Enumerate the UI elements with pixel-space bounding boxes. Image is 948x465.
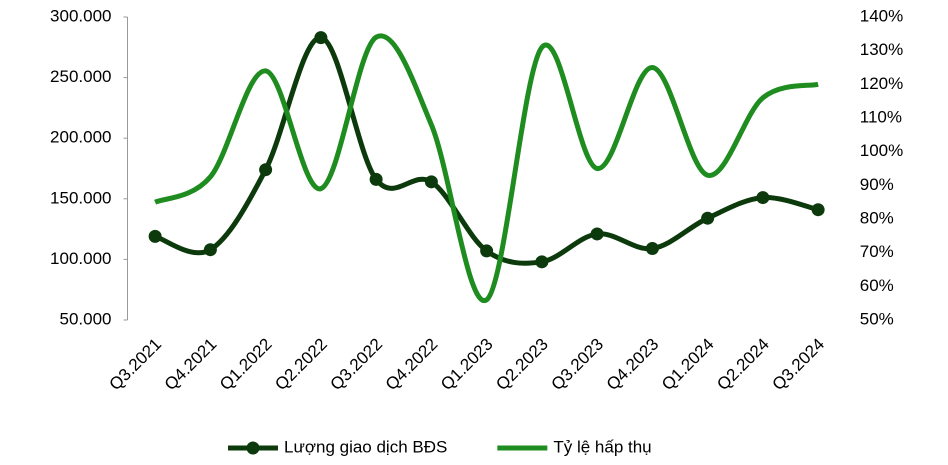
- series-marker: [590, 227, 604, 241]
- series-line: [154, 35, 819, 266]
- y2-tick-label: 120%: [860, 74, 903, 93]
- y2-tick-label: 130%: [860, 40, 903, 59]
- x-tick-label: Q3.2021: [106, 335, 166, 395]
- y2-tick-label: 60%: [860, 276, 894, 295]
- x-tick-label: Q2.2022: [271, 335, 331, 395]
- y2-tick-label: 70%: [860, 242, 894, 261]
- series-marker: [645, 241, 659, 255]
- series-marker: [535, 255, 549, 269]
- legend-label: Tỷ lệ hấp thụ: [553, 437, 651, 456]
- series-marker: [811, 203, 825, 217]
- y2-tick-label: 90%: [860, 175, 894, 194]
- series-marker: [259, 163, 273, 177]
- y-tick-label: 100.000: [50, 249, 111, 268]
- y-tick-label: 50.000: [60, 309, 112, 328]
- x-tick-label: Q2.2024: [713, 335, 773, 395]
- y2-tick-label: 50%: [860, 309, 894, 328]
- x-tick-label: Q3.2022: [327, 335, 387, 395]
- series-marker: [756, 191, 770, 205]
- y-tick-label: 250.000: [50, 67, 111, 86]
- y2-tick-label: 110%: [860, 107, 902, 126]
- y-tick-label: 300.000: [50, 6, 111, 25]
- series-marker: [148, 229, 162, 243]
- series-marker: [314, 31, 328, 45]
- series-marker: [480, 244, 494, 258]
- y2-tick-label: 140%: [860, 6, 903, 25]
- x-tick-label: Q3.2023: [548, 335, 608, 395]
- legend-label: Lượng giao dịch BĐS: [284, 437, 447, 456]
- y2-tick-label: 80%: [860, 208, 894, 227]
- series-marker: [203, 243, 217, 257]
- x-tick-label: Q4.2022: [382, 335, 442, 395]
- y-tick-label: 200.000: [50, 128, 111, 147]
- series-line: [154, 33, 819, 303]
- x-tick-label: Q1.2022: [216, 335, 276, 395]
- x-tick-label: Q1.2023: [437, 335, 497, 395]
- x-tick-label: Q4.2023: [603, 335, 663, 395]
- y-tick-label: 150.000: [50, 188, 111, 207]
- series-marker: [424, 175, 438, 189]
- series-marker: [369, 172, 383, 186]
- x-tick-label: Q4.2021: [161, 335, 221, 395]
- y2-tick-label: 100%: [860, 141, 903, 160]
- legend-marker: [246, 441, 260, 455]
- x-tick-label: Q2.2023: [492, 335, 552, 395]
- x-tick-label: Q3.2024: [769, 335, 829, 395]
- x-tick-label: Q1.2024: [658, 335, 718, 395]
- series-marker: [701, 211, 715, 225]
